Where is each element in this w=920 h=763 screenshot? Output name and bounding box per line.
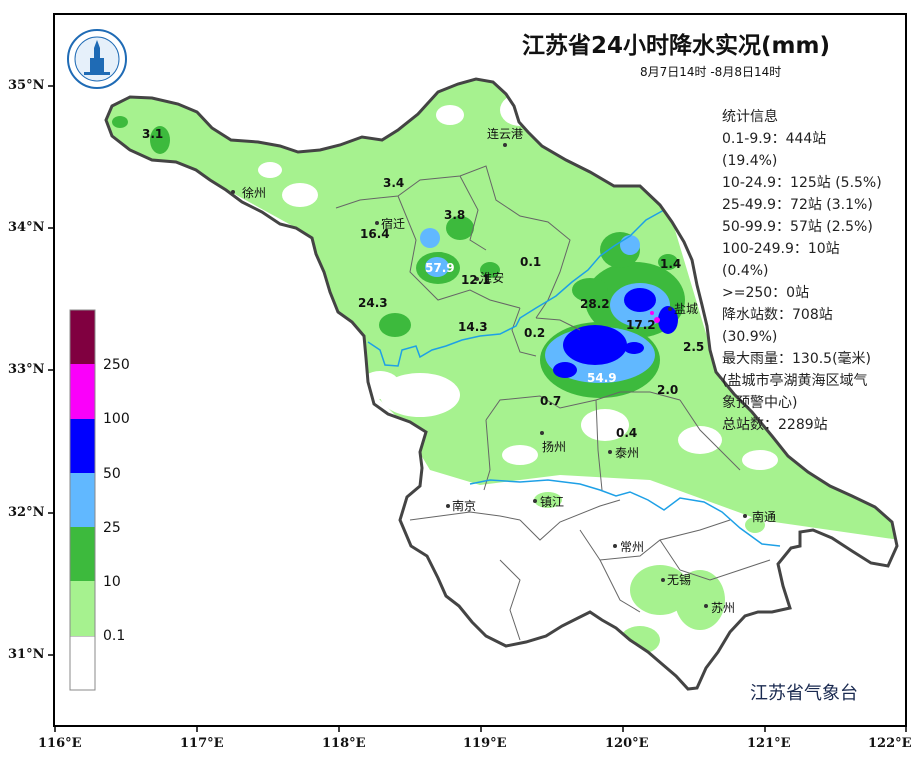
- value-label: 54.9: [587, 371, 617, 385]
- value-label: 0.1: [520, 255, 541, 269]
- city-taizhou: 泰州: [615, 446, 639, 460]
- legend-swatch-magenta: [70, 364, 95, 419]
- city-nanjing: 南京: [452, 498, 476, 513]
- y-axis-label: 33°N: [8, 362, 45, 377]
- y-axis-label: 35°N: [8, 78, 45, 93]
- x-axis-label: 116°E: [38, 736, 82, 751]
- x-axis-label: 117°E: [180, 736, 224, 751]
- stats-line: (盐城市亭湖黄海区域气: [722, 373, 868, 389]
- legend-label: 0.1: [103, 628, 126, 644]
- legend-label: 50: [103, 466, 121, 482]
- value-label: 12.1: [461, 273, 491, 287]
- meteorological-logo-icon: [67, 29, 127, 89]
- value-label: 3.1: [142, 127, 163, 141]
- value-label: 16.4: [360, 227, 390, 241]
- city-labels: 连云港 徐州 宿迁 淮安 盐城 扬州 泰州 南京 镇江 常州 南通 无锡 苏州: [242, 126, 776, 615]
- statistics-panel: 统计信息 0.1-9.9：444站 (19.4%) 10-24.9：125站 (…: [722, 106, 912, 436]
- value-label: 28.2: [580, 297, 610, 311]
- stats-line: 0.1-9.9：444站: [722, 131, 827, 147]
- value-label: 0.7: [540, 394, 561, 408]
- city-xuzhou: 徐州: [242, 185, 266, 200]
- legend-swatch-light-green: [70, 581, 95, 636]
- city-zhenjiang: 镇江: [540, 495, 564, 509]
- city-wuxi: 无锡: [667, 572, 691, 587]
- y-axis-label: 32°N: [8, 505, 45, 520]
- y-axis-label: 31°N: [8, 647, 45, 662]
- value-label: 0.4: [616, 426, 637, 440]
- city-lianyungang: 连云港: [487, 126, 523, 141]
- city-suqian: 宿迁: [381, 216, 405, 231]
- legend-label: 250: [103, 357, 130, 373]
- value-label: 1.4: [660, 257, 681, 271]
- y-axis-label: 34°N: [8, 220, 45, 235]
- city-changzhou: 常州: [620, 540, 644, 554]
- stats-line: 10-24.9：125站 (5.5%): [722, 175, 882, 191]
- stats-line: 25-49.9：72站 (3.1%): [722, 197, 873, 213]
- city-markers: [231, 143, 747, 608]
- city-boundaries: [335, 165, 771, 641]
- legend-label: 10: [103, 574, 121, 590]
- legend-swatch-white: [69, 635, 96, 691]
- x-axis-label: 119°E: [463, 736, 507, 751]
- stats-line: >=250：0站: [722, 285, 810, 301]
- legend-swatch-blue: [70, 419, 95, 473]
- value-label: 17.2: [626, 318, 656, 332]
- legend-colorbar: [69, 309, 96, 691]
- stats-line: (30.9%): [722, 329, 778, 345]
- footer-agency: 江苏省气象台: [750, 683, 858, 704]
- stats-line: 降水站数：708站: [722, 307, 833, 323]
- x-axis-label: 121°E: [747, 736, 791, 751]
- value-label: 3.4: [383, 176, 404, 190]
- rivers: [367, 209, 781, 547]
- stats-line: (0.4%): [722, 263, 769, 279]
- city-yancheng: 盐城: [674, 302, 698, 316]
- x-axis-label: 122°E: [868, 736, 912, 751]
- stats-line: 总站数：2289站: [722, 417, 828, 433]
- stats-line: (19.4%): [722, 153, 778, 169]
- city-yangzhou: 扬州: [542, 439, 566, 454]
- legend-swatch-light-blue: [70, 473, 95, 527]
- x-axis-label: 118°E: [322, 736, 366, 751]
- legend-swatch-green: [70, 527, 95, 581]
- legend-label: 100: [103, 411, 130, 427]
- stats-line: 象预警中心): [722, 395, 798, 411]
- stats-line: 50-99.9：57站 (2.5%): [722, 219, 873, 235]
- city-huaian: 淮安: [480, 270, 504, 285]
- map-subtitle: 8月7日14时 -8月8日14时: [640, 65, 782, 79]
- stats-line: 100-249.9：10站: [722, 241, 840, 257]
- value-label: 0.2: [524, 326, 545, 340]
- legend-label: 25: [103, 520, 121, 536]
- value-label: 3.8: [444, 208, 465, 222]
- value-label: 14.3: [458, 320, 488, 334]
- value-label: 2.5: [683, 340, 704, 354]
- value-label: 24.3: [358, 296, 388, 310]
- value-label: 57.9: [425, 261, 455, 275]
- axis-ticks: [48, 85, 907, 732]
- city-nantong: 南通: [752, 509, 776, 524]
- x-axis-label: 120°E: [605, 736, 649, 751]
- city-suzhou: 苏州: [711, 601, 735, 615]
- stats-line: 统计信息: [722, 109, 778, 125]
- value-label: 2.0: [657, 383, 678, 397]
- map-title: 江苏省24小时降水实况(mm): [522, 33, 830, 59]
- legend-swatch-maroon: [70, 310, 95, 364]
- stats-line: 最大雨量：130.5(毫米): [722, 351, 872, 367]
- rainfall-values: 3.1 3.4 16.4 3.8 57.9 12.1 0.1 24.3 14.3…: [142, 127, 704, 440]
